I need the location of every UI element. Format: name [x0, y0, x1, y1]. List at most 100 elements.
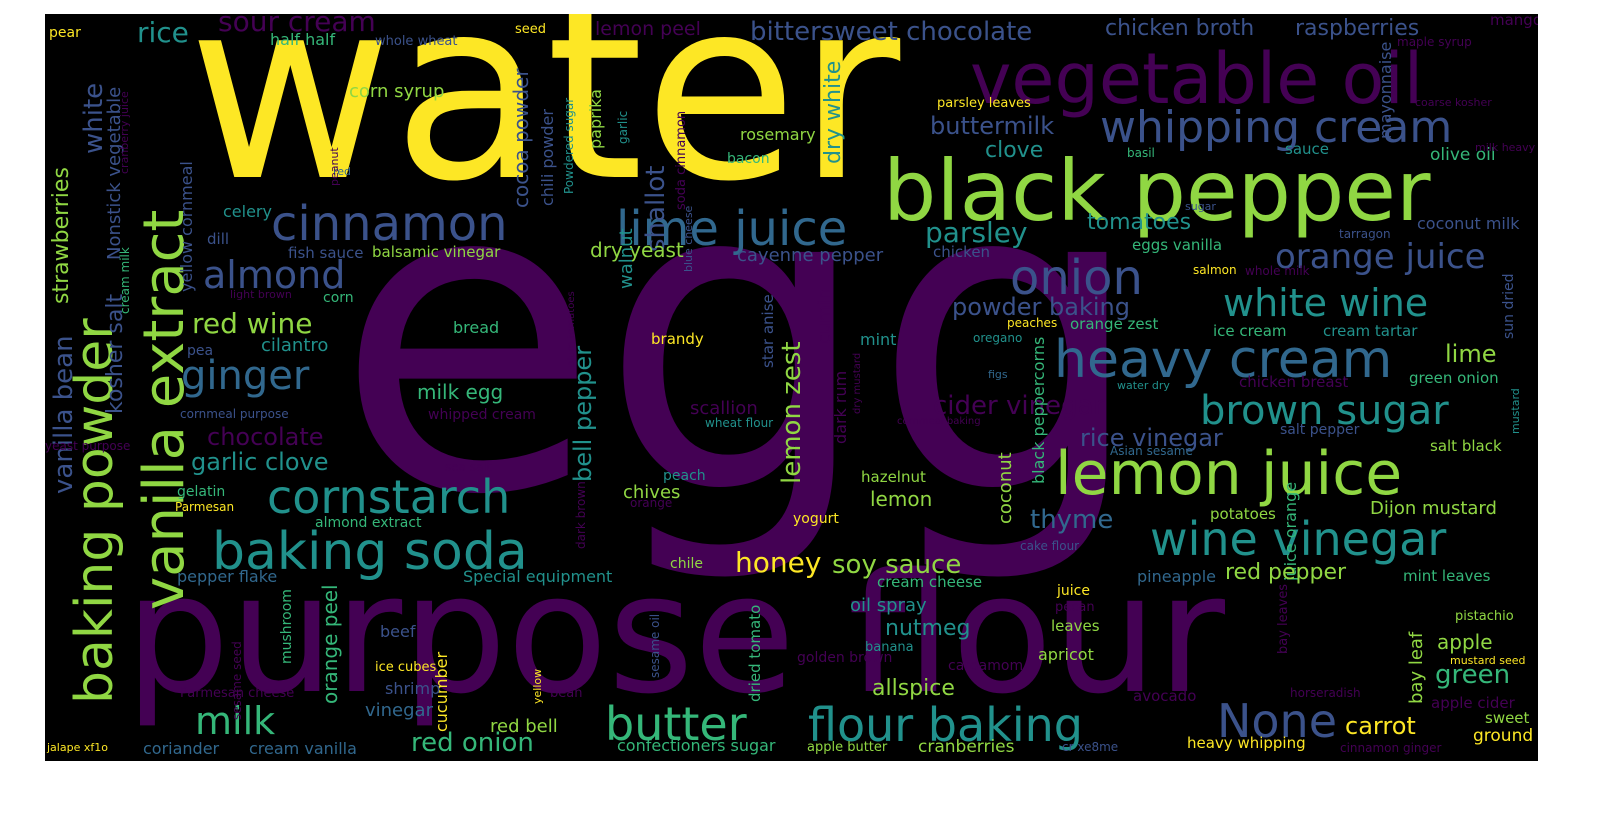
word: flour baking	[808, 698, 1083, 752]
word: milk	[195, 699, 276, 743]
word: jalape xf1o	[47, 741, 108, 754]
word: mint	[860, 330, 897, 349]
word: dark rum	[831, 370, 850, 444]
word: brandy	[651, 330, 704, 348]
word: bay leaf	[1406, 631, 1427, 704]
word: sugar	[1185, 200, 1216, 213]
word: chicken	[933, 243, 991, 261]
word: lemon zest	[777, 341, 807, 484]
word: red onion	[411, 728, 534, 758]
word: ground	[1473, 726, 1534, 746]
word: sesame oil	[648, 613, 662, 678]
word: cr xe8me	[1062, 740, 1119, 754]
word: allspice	[872, 676, 955, 701]
word: Dijon mustard	[1370, 498, 1497, 519]
word: sweet	[1485, 709, 1530, 727]
word: parsley leaves	[937, 96, 1031, 111]
word: bittersweet chocolate	[750, 17, 1033, 47]
word: bay leaves	[1276, 583, 1291, 654]
word: honey	[735, 546, 822, 579]
word: balsamic vinegar	[372, 243, 501, 261]
word: chicken broth	[1105, 16, 1255, 41]
word: green	[1435, 660, 1511, 690]
word: plum tomatoes	[566, 291, 577, 367]
word: cake flour	[1020, 539, 1080, 553]
word: bean	[550, 686, 583, 701]
word: milk egg	[417, 380, 504, 404]
word: oregano	[973, 331, 1023, 345]
word: coriander	[143, 739, 220, 758]
word: black pepper	[883, 142, 1431, 240]
word: parsley	[925, 216, 1028, 249]
word: golden brown	[797, 650, 893, 666]
word: mustard	[1509, 388, 1522, 434]
word: cumin	[814, 288, 835, 344]
word: green onion	[1409, 369, 1499, 387]
word: yellow cornmeal	[177, 161, 196, 292]
word: Parmesan cheese	[180, 686, 295, 701]
word: mayonnaise	[1376, 41, 1395, 139]
word: salt pepper	[1280, 422, 1360, 438]
word: wine vinegar	[1150, 512, 1447, 566]
word: Parmesan	[175, 500, 235, 514]
word-cloud: water egg purpose flour black pepper veg…	[45, 14, 1538, 761]
word: purpose flour	[125, 538, 1226, 730]
word: ice cubes	[375, 660, 437, 675]
word: avocado	[1133, 687, 1197, 705]
word: red wine	[192, 307, 313, 340]
word: raspberries	[1295, 16, 1420, 41]
word: cranberry juice	[118, 91, 131, 174]
word: bacon	[727, 151, 770, 167]
word: red pepper	[1225, 560, 1347, 585]
word: beef	[380, 622, 416, 641]
word: mint leaves	[1403, 567, 1491, 585]
word: thyme	[1030, 505, 1114, 535]
word: garlic	[616, 110, 630, 144]
word: rice	[137, 16, 189, 49]
word: chicken breast	[1239, 373, 1349, 391]
word: figs	[988, 368, 1008, 381]
word: mushroom	[279, 589, 295, 664]
word: coarse kosher	[1415, 96, 1492, 109]
word: dry mustard	[852, 352, 863, 414]
word: sesame seed	[230, 641, 244, 720]
word: corn	[323, 290, 354, 306]
word: light brown	[230, 288, 292, 301]
word: whipped cream	[428, 407, 536, 423]
word: ice cream	[1213, 322, 1287, 340]
word: garlic clove	[191, 448, 329, 476]
word: half half	[270, 30, 336, 49]
word: orange peel	[318, 584, 342, 704]
word: seed	[515, 22, 547, 37]
word: scallion	[690, 398, 758, 419]
word: dry yeast	[590, 238, 684, 262]
word: orange juice	[1275, 237, 1486, 277]
word: peach	[663, 468, 706, 484]
word: cranberries	[918, 737, 1015, 757]
word: egg	[335, 89, 1146, 589]
word: potatoes	[1210, 505, 1276, 523]
word: tarragon	[1339, 227, 1391, 241]
word: chili powder	[538, 109, 557, 206]
word: butter	[605, 697, 747, 751]
word: salt black	[1430, 437, 1502, 455]
word: pea	[187, 343, 214, 359]
word: Powdered sugar	[562, 97, 576, 194]
word: cornmeal baking	[897, 416, 981, 427]
word: cream cheese	[877, 573, 983, 591]
word: black peppercorns	[1029, 336, 1048, 484]
word: yellow	[531, 668, 544, 704]
word: orange zest	[1070, 315, 1159, 333]
word: rice vinegar	[1080, 424, 1223, 452]
word: hazelnut	[861, 468, 926, 486]
word: bread	[453, 318, 500, 337]
word: yogurt	[793, 511, 839, 527]
word: gelatin	[177, 484, 226, 500]
word: powder baking	[952, 293, 1130, 321]
word: mustard seed	[1450, 654, 1526, 667]
word: pecan	[1055, 600, 1095, 615]
word: cinnamon ginger	[1340, 741, 1442, 755]
word: strawberries	[49, 167, 74, 304]
word: sauce	[1285, 140, 1329, 158]
word: whole milk	[1245, 264, 1310, 278]
